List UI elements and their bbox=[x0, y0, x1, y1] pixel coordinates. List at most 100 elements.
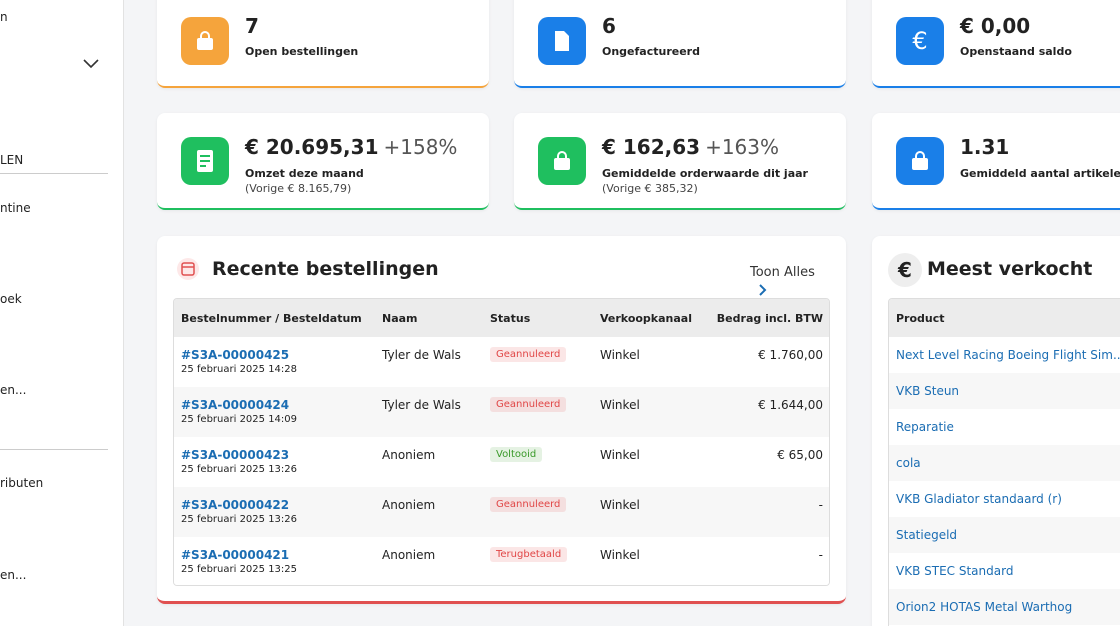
product-row: Orion2 HOTAS Metal Warthog bbox=[889, 589, 1120, 625]
order-name: Anoniem bbox=[382, 548, 436, 562]
stat-card: € € 0,00 Openstaand saldo bbox=[872, 0, 1120, 88]
sidebar-item[interactable]: en... bbox=[0, 568, 27, 582]
order-channel: Winkel bbox=[600, 398, 640, 412]
stat-value: 7 bbox=[245, 14, 259, 38]
product-name[interactable]: Orion2 HOTAS Metal Warthog bbox=[896, 600, 1073, 614]
best-sold-title: Meest verkocht bbox=[927, 258, 1093, 280]
order-amount: € 65,00 bbox=[777, 448, 823, 462]
product-name[interactable]: Reparatie bbox=[896, 420, 954, 434]
product-row: Next Level Racing Boeing Flight Sim... bbox=[889, 337, 1120, 373]
order-date: 25 februari 2025 13:25 bbox=[181, 564, 298, 575]
stat-card: 7 Open bestellingen bbox=[157, 0, 489, 88]
stat-label: Omzet deze maand bbox=[245, 167, 364, 180]
column-header: Verkoopkanaal bbox=[600, 312, 692, 325]
divider bbox=[0, 173, 108, 174]
stat-icon bbox=[181, 137, 229, 185]
order-channel: Winkel bbox=[600, 448, 640, 462]
stat-label: Gemiddeld aantal artikelen in de bbox=[960, 167, 1120, 180]
order-amount: - bbox=[818, 548, 823, 562]
stat-label: Openstaand saldo bbox=[960, 45, 1072, 58]
orders-title: Recente bestellingen bbox=[212, 258, 439, 280]
stat-previous: (Vorige € 385,32) bbox=[602, 182, 698, 195]
product-name[interactable]: VKB Gladiator standaard (r) bbox=[896, 492, 1062, 506]
sidebar-item[interactable]: en... bbox=[0, 383, 27, 397]
chevron bbox=[83, 59, 99, 69]
stat-value: € 162,63 +163% bbox=[602, 135, 779, 159]
view-all-link[interactable]: Toon Alles bbox=[750, 265, 815, 280]
orders-card: Recente bestellingen Toon Alles Bestelnumm… bbox=[157, 236, 846, 604]
sidebar-item[interactable]: n bbox=[0, 10, 8, 24]
order-name: Tyler de Wals bbox=[382, 348, 461, 362]
order-row: #S3A-00000423 25 februari 2025 13:26 Anoni… bbox=[174, 437, 829, 487]
product-name[interactable]: VKB Steun bbox=[896, 384, 960, 398]
orders-icon bbox=[177, 258, 199, 280]
product-row: VKB STEC Standard bbox=[889, 553, 1120, 589]
product-row: VKB Gladiator standaard (r) bbox=[889, 481, 1120, 517]
sidebar-item[interactable]: oek bbox=[0, 292, 22, 306]
order-number[interactable]: #S3A-00000421 bbox=[181, 548, 290, 562]
order-name: Anoniem bbox=[382, 498, 436, 512]
status-badge: Geannuleerd bbox=[490, 347, 567, 362]
column-header: Product bbox=[896, 312, 945, 325]
order-date: 25 februari 2025 13:26 bbox=[181, 514, 298, 525]
product-row: Reparatie bbox=[889, 409, 1120, 445]
product-row: cola bbox=[889, 445, 1120, 481]
best-sold-card: € Meest verkocht Product Next Level Racing … bbox=[872, 236, 1120, 626]
stat-change: +163% bbox=[705, 135, 779, 159]
best-sold-table: Product Next Level Racing Boeing Flight S… bbox=[888, 298, 1120, 626]
order-amount: - bbox=[818, 498, 823, 512]
order-number[interactable]: #S3A-00000424 bbox=[181, 398, 290, 412]
status-badge: Geannuleerd bbox=[490, 397, 567, 412]
sidebar-item[interactable]: ntine bbox=[0, 201, 31, 215]
stat-label: Ongefactureerd bbox=[602, 45, 700, 58]
divider bbox=[0, 449, 108, 450]
order-name: Anoniem bbox=[382, 448, 436, 462]
product-name[interactable]: Next Level Racing Boeing Flight Sim... bbox=[896, 348, 1120, 362]
column-header: Bestelnummer / Besteldatum bbox=[181, 312, 362, 325]
product-row: VKB Steun bbox=[889, 373, 1120, 409]
order-amount: € 1.644,00 bbox=[758, 398, 823, 412]
order-number[interactable]: #S3A-00000425 bbox=[181, 348, 290, 362]
table-header: Bestelnummer / Besteldatum Naam Status Verk… bbox=[174, 299, 829, 337]
order-channel: Winkel bbox=[600, 498, 640, 512]
order-channel: Winkel bbox=[600, 548, 640, 562]
product-name[interactable]: VKB STEC Standard bbox=[896, 564, 1014, 578]
stat-change: +158% bbox=[383, 135, 458, 159]
status-badge: Voltooid bbox=[490, 447, 543, 462]
stat-value: € 0,00 bbox=[960, 14, 1031, 38]
order-row: #S3A-00000425 25 februari 2025 14:28 Tyler… bbox=[174, 337, 829, 387]
stat-card: € 162,63 +163% Gemiddelde orderwaarde dit … bbox=[514, 113, 846, 210]
best-sold-icon: € bbox=[888, 253, 922, 287]
stat-icon: € bbox=[896, 17, 944, 65]
table-header: Product bbox=[889, 299, 1120, 337]
order-number[interactable]: #S3A-00000422 bbox=[181, 498, 290, 512]
stat-icon bbox=[896, 137, 944, 185]
order-date: 25 februari 2025 14:28 bbox=[181, 364, 298, 375]
order-row: #S3A-00000422 25 februari 2025 13:26 Anoni… bbox=[174, 487, 829, 537]
stat-card: € 20.695,31 +158% Omzet deze maand (Vorige … bbox=[157, 113, 489, 210]
stat-value: 6 bbox=[602, 14, 616, 38]
sidebar-item[interactable]: ributen bbox=[0, 476, 44, 490]
column-header: Status bbox=[490, 312, 531, 325]
stat-value: 1.31 bbox=[960, 135, 1010, 159]
stat-card: 1.31 Gemiddeld aantal artikelen in de bbox=[872, 113, 1120, 210]
order-amount: € 1.760,00 bbox=[758, 348, 823, 362]
order-number[interactable]: #S3A-00000423 bbox=[181, 448, 290, 462]
order-channel: Winkel bbox=[600, 348, 640, 362]
product-name[interactable]: Statiegeld bbox=[896, 528, 958, 542]
column-header: Bedrag incl. BTW bbox=[716, 312, 823, 325]
view-all-chevron bbox=[757, 282, 767, 301]
stat-icon bbox=[181, 17, 229, 65]
stat-previous: (Vorige € 8.165,79) bbox=[245, 182, 352, 195]
orders-table: Bestelnummer / Besteldatum Naam Status Verk… bbox=[173, 298, 830, 586]
sidebar: n LEN ntine oek en... ributen en... bbox=[0, 0, 124, 626]
column-header: Naam bbox=[382, 312, 418, 325]
stat-label: Open bestellingen bbox=[245, 45, 359, 58]
stat-icon bbox=[538, 17, 586, 65]
sidebar-item[interactable]: LEN bbox=[0, 153, 24, 167]
order-row: #S3A-00000424 25 februari 2025 14:09 Tyler… bbox=[174, 387, 829, 437]
order-name: Tyler de Wals bbox=[382, 398, 461, 412]
product-name[interactable]: cola bbox=[896, 456, 921, 470]
